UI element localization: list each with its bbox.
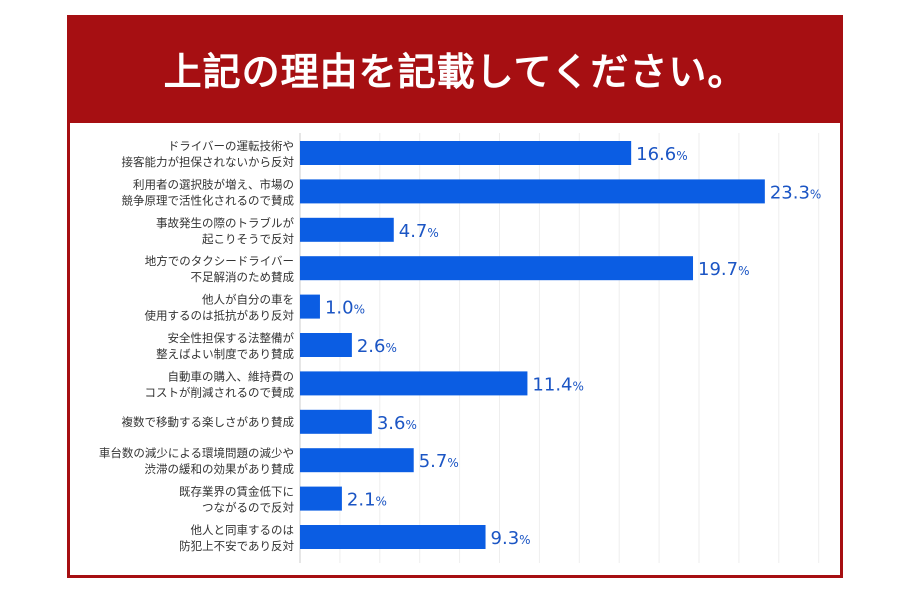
bar-chart: ドライバーの運転技術や接客能力が担保されないから反対 16.6% 利用者の選択肢が増… [99,133,821,563]
category-label: 他人と同車するのは防犯上不安であり反対 [179,523,294,553]
value-label: 19.7% [698,259,749,280]
value-label: 4.7% [399,221,439,242]
value-label: 1.0% [325,298,365,319]
value-label: 2.6% [357,336,397,357]
value-label: 3.6% [377,413,417,434]
bar [300,371,528,396]
bar [300,217,394,242]
bar [300,525,486,549]
value-label: 23.3% [770,182,821,203]
category-label: 既存業界の賃金低下につながるので反対 [179,485,294,515]
chart-title: 上記の理由を記載してください。 [163,49,747,94]
bar [300,333,352,357]
value-label: 2.1% [347,490,387,511]
value-label: 16.6% [636,144,687,165]
value-label: 9.3% [491,528,531,549]
category-label: 車台数の減少による環境問題の減少や渋滞の緩和の効果があり賛成 [99,446,295,476]
category-label: 事故発生の際のトラブルが起こりそうで反対 [156,216,294,246]
bar [300,179,765,204]
chart-panel: ドライバーの運転技術や接客能力が担保されないから反対 16.6% 利用者の選択肢が増… [70,123,840,575]
bar [300,409,372,434]
bar [300,294,320,319]
bar [300,448,414,473]
value-label: 5.7% [419,451,459,472]
category-label: 複数で移動する楽しさがあり賛成 [122,415,295,429]
category-label: 安全性担保する法整備が整えばよい制度であり賛成 [156,331,294,361]
value-label: 11.4% [532,374,583,395]
category-label: 地方でのタクシードライバー不足解消のため賛成 [145,254,295,284]
bar [300,256,694,281]
bar [300,141,632,165]
category-label: ドライバーの運転技術や接客能力が担保されないから反対 [122,139,295,169]
chart-frame: 上記の理由を記載してください。 ドライバーの運転技術や接客能力が担保されないから… [67,15,843,578]
category-label: 利用者の選択肢が増え、市場の競争原理で活性化されるので賛成 [122,177,295,207]
category-label: 自動車の購入、維持費のコストが削減されるので賛成 [145,369,295,399]
bar [300,486,342,511]
category-label: 他人が自分の車を使用するのは抵抗があり反対 [145,293,295,323]
